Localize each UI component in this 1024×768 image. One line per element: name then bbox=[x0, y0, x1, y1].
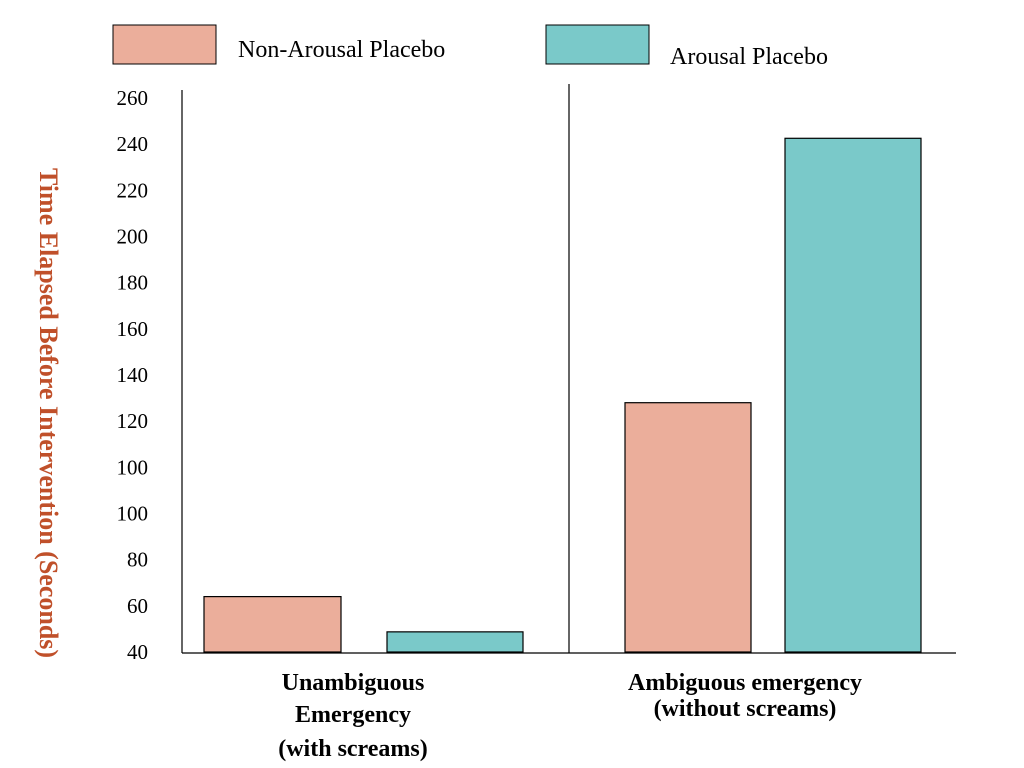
bars bbox=[203, 137, 922, 653]
y-tick-label: 120 bbox=[117, 409, 149, 433]
category-label: (without screams) bbox=[654, 696, 837, 722]
bar bbox=[624, 402, 752, 653]
category-label: Unambiguous bbox=[282, 670, 425, 696]
y-tick-labels: 40 60 80 100 100 120 140 160 180 200 220 240 260 bbox=[117, 86, 149, 664]
bar bbox=[386, 631, 524, 653]
legend: Non-Arousal Placebo Arousal Placebo bbox=[112, 24, 828, 70]
category-label: (with screams) bbox=[278, 736, 428, 762]
y-tick-label: 80 bbox=[127, 548, 148, 572]
legend-label: Non-Arousal Placebo bbox=[238, 37, 445, 63]
y-tick-label: 100 bbox=[117, 502, 149, 526]
y-tick-label: 60 bbox=[127, 594, 148, 618]
y-tick-label: 160 bbox=[117, 317, 149, 341]
y-tick-label: 220 bbox=[117, 178, 149, 202]
y-tick-label: 40 bbox=[127, 640, 148, 664]
legend-swatch bbox=[545, 24, 650, 65]
legend-swatch bbox=[112, 24, 217, 65]
y-axis-title: Time Elapsed Before Intervention (Second… bbox=[34, 168, 63, 658]
y-tick-label: 180 bbox=[117, 271, 149, 295]
bar bbox=[784, 137, 922, 653]
legend-label: Arousal Placebo bbox=[670, 44, 828, 70]
category-labels: Unambiguous Emergency (with screams) Ambigu… bbox=[278, 670, 862, 762]
bar bbox=[203, 595, 342, 653]
y-tick-label: 240 bbox=[117, 132, 149, 156]
y-tick-label: 140 bbox=[117, 363, 149, 387]
y-tick-label: 260 bbox=[117, 86, 149, 110]
y-tick-label: 200 bbox=[117, 225, 149, 249]
category-label: Emergency bbox=[295, 702, 411, 728]
y-tick-label: 100 bbox=[117, 455, 149, 479]
category-label: Ambiguous emergency bbox=[628, 670, 862, 696]
